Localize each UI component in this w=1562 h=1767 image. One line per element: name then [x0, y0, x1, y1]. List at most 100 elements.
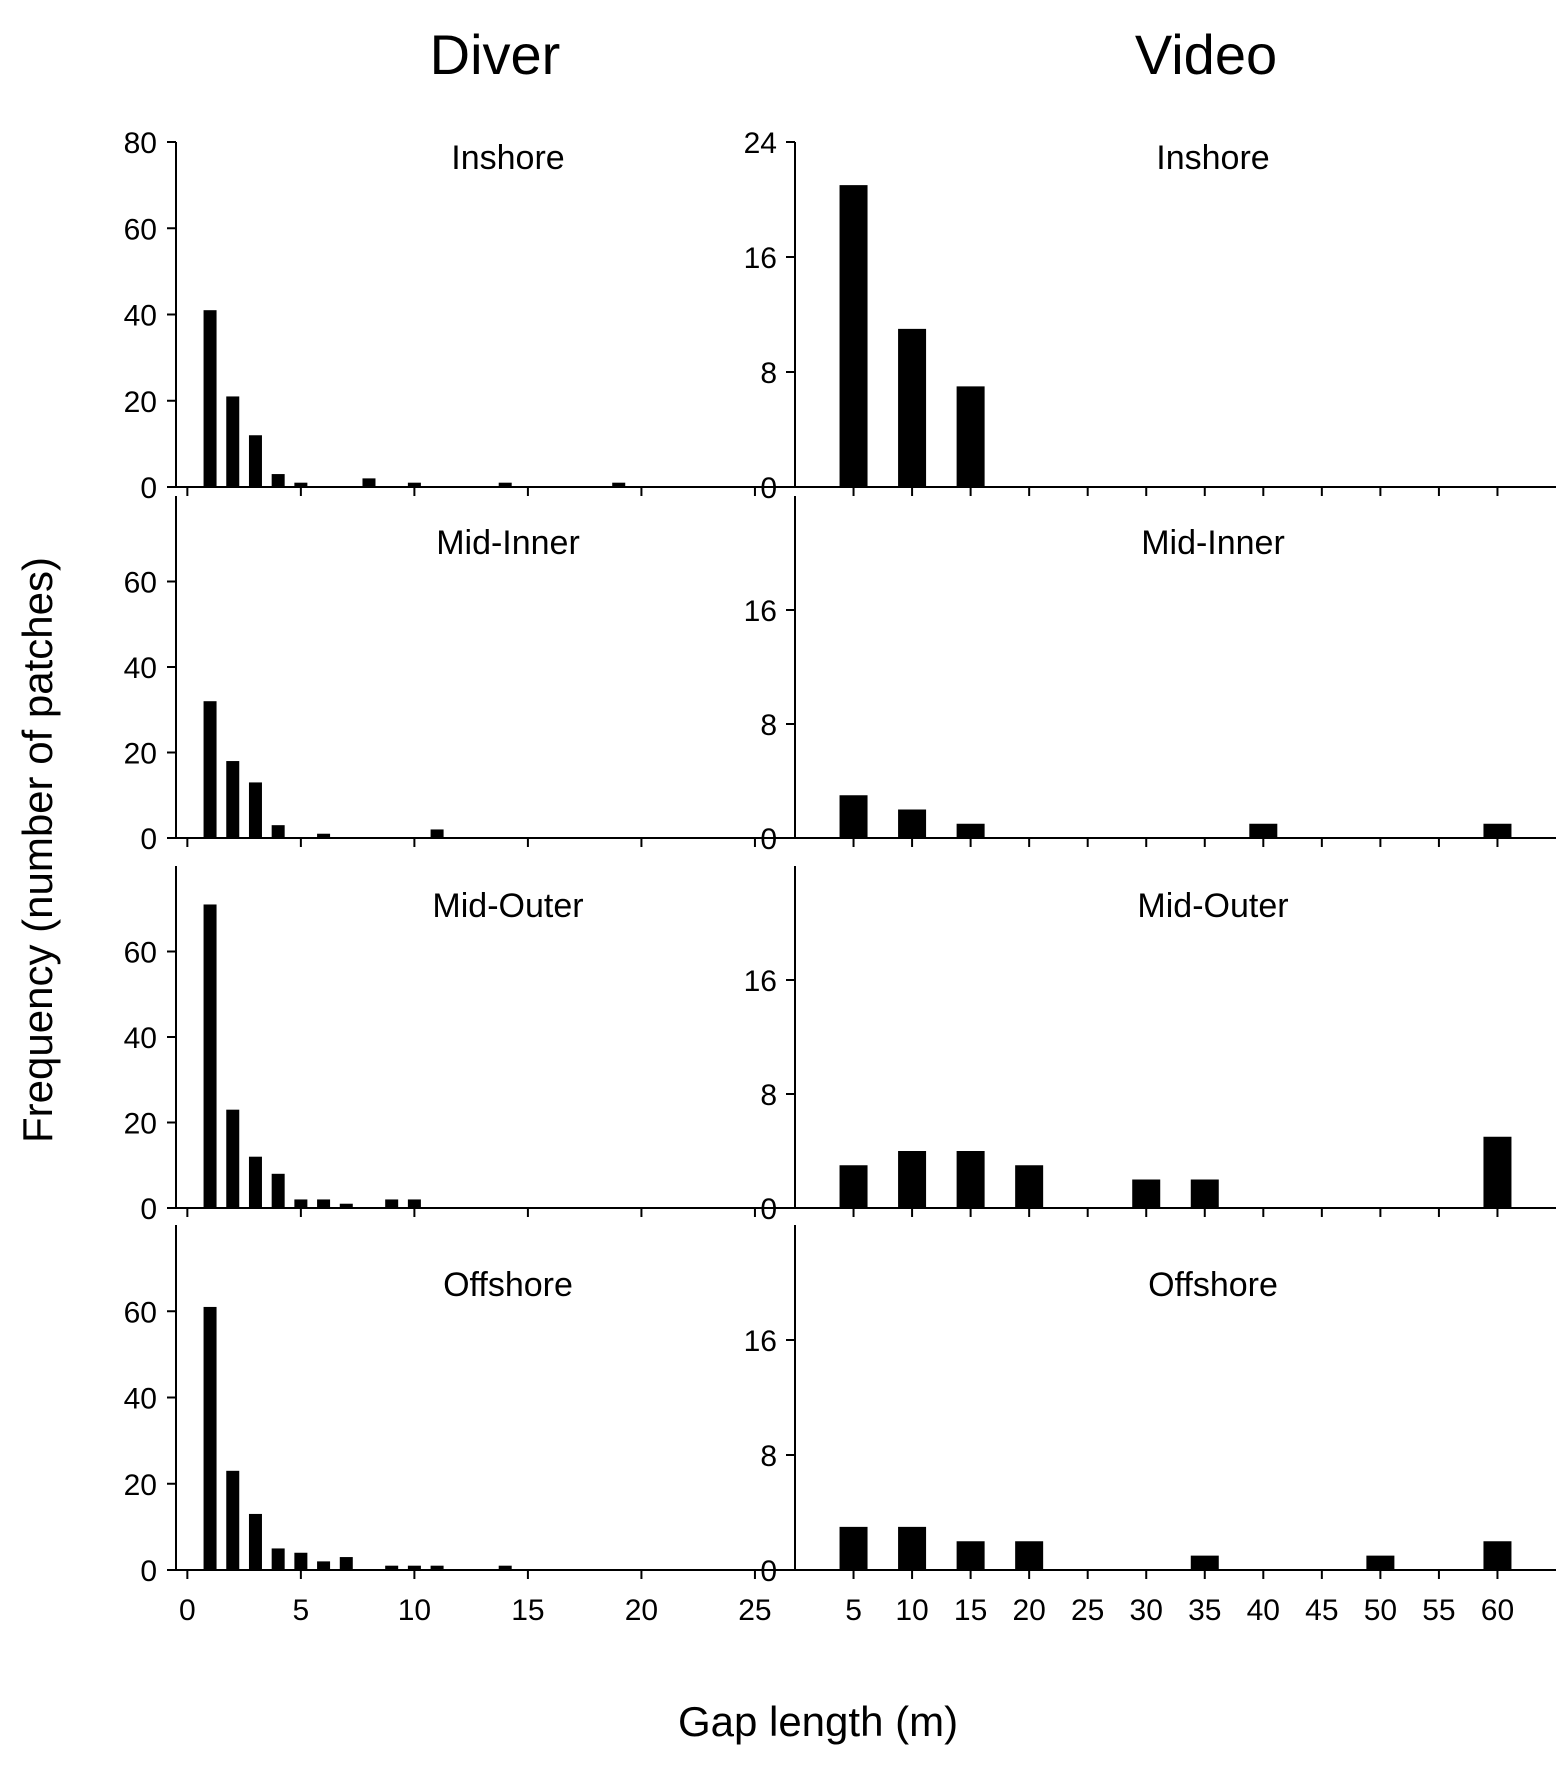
- panel-title: Offshore: [443, 1266, 573, 1304]
- bar-diver-offshore-5: [294, 1552, 308, 1570]
- y-tick-label: 0: [760, 823, 777, 856]
- bar-diver-offshore-2: [226, 1470, 240, 1570]
- bar-diver-mid-outer-6: [317, 1199, 331, 1208]
- y-tick-label: 0: [140, 823, 157, 856]
- y-tick-label: 0: [760, 1555, 777, 1588]
- x-tick-label: 5: [293, 1594, 310, 1627]
- y-tick-label: 40: [124, 1022, 157, 1055]
- panel-diver-mid-inner: 0 20 40 60 Mid-Inner: [124, 496, 789, 856]
- bar-diver-mid-inner-4: [271, 825, 285, 838]
- x-tick-label: 20: [1012, 1594, 1045, 1627]
- panel-video-offshore: 0 8 16 5 10 15 20 25 30 35 40 45 50 55 60 Offshore: [744, 1225, 1556, 1627]
- x-tick-label: 5: [845, 1594, 862, 1627]
- bar-diver-inshore-10: [407, 482, 421, 487]
- bar-diver-inshore-1: [203, 310, 217, 487]
- bar-diver-mid-outer-3: [248, 1156, 262, 1208]
- bar-diver-offshore-1: [203, 1306, 217, 1570]
- bar-video-mid-outer-30: [1132, 1179, 1161, 1208]
- bar-video-mid-outer-20: [1015, 1165, 1044, 1208]
- y-tick-label: 16: [744, 242, 777, 275]
- y-tick-label: 80: [124, 127, 157, 160]
- bar-diver-mid-outer-5: [294, 1199, 308, 1208]
- y-tick-label: 0: [140, 1555, 157, 1588]
- y-tick-label: 40: [124, 300, 157, 333]
- bar-video-offshore-20: [1015, 1541, 1044, 1570]
- y-tick-label: 8: [760, 1440, 777, 1473]
- bar-video-mid-outer-10: [898, 1151, 927, 1208]
- bar-diver-offshore-4: [271, 1548, 285, 1570]
- bar-video-offshore-10: [898, 1526, 927, 1570]
- x-tick-label: 0: [179, 1594, 196, 1627]
- y-tick-label: 20: [124, 1469, 157, 1502]
- bar-diver-inshore-19: [612, 482, 626, 487]
- bar-diver-inshore-5: [294, 482, 308, 487]
- y-axis-label: Frequency (number of patches): [14, 557, 61, 1143]
- x-tick-label: 25: [738, 1594, 771, 1627]
- panel-video-inshore: 0 8 16 24 Inshore: [744, 127, 1556, 505]
- x-tick-label: 20: [625, 1594, 658, 1627]
- bar-video-mid-outer-15: [956, 1151, 985, 1208]
- bar-video-mid-inner-40: [1249, 823, 1278, 838]
- x-tick-label: 55: [1422, 1594, 1455, 1627]
- bar-diver-offshore-6: [317, 1561, 331, 1570]
- x-tick-label: 50: [1364, 1594, 1397, 1627]
- bar-video-offshore-60: [1483, 1541, 1512, 1570]
- y-tick-label: 24: [744, 127, 777, 160]
- y-tick-label: 40: [124, 652, 157, 685]
- y-tick-label: 0: [140, 1193, 157, 1226]
- x-tick-label: 30: [1130, 1594, 1163, 1627]
- bar-video-offshore-50: [1366, 1555, 1395, 1570]
- bar-video-inshore-5: [839, 185, 868, 487]
- bar-video-offshore-15: [956, 1541, 985, 1570]
- bar-video-mid-outer-35: [1190, 1179, 1219, 1208]
- bar-diver-mid-inner-11: [430, 829, 444, 838]
- bar-video-mid-outer-5: [839, 1165, 868, 1208]
- bar-diver-mid-inner-1: [203, 701, 217, 838]
- x-tick-label: 35: [1188, 1594, 1221, 1627]
- y-tick-label: 8: [760, 1079, 777, 1112]
- panel-title: Mid-Inner: [1141, 524, 1285, 562]
- y-tick-label: 40: [124, 1383, 157, 1416]
- bar-diver-mid-outer-7: [339, 1203, 353, 1208]
- panel-diver-offshore: 0 20 40 60 0 5 10 15 20 25 Offshore: [124, 1225, 789, 1627]
- y-tick-label: 16: [744, 965, 777, 998]
- bar-diver-mid-inner-2: [226, 761, 240, 838]
- bar-diver-mid-outer-9: [385, 1199, 399, 1208]
- bar-diver-offshore-10: [407, 1565, 421, 1570]
- bar-diver-offshore-11: [430, 1565, 444, 1570]
- x-tick-label: 15: [954, 1594, 987, 1627]
- bar-diver-offshore-9: [385, 1565, 399, 1570]
- panel-video-mid-inner: 0 8 16 Mid-Inner: [744, 496, 1556, 856]
- panel-title: Mid-Outer: [432, 887, 583, 925]
- column-title-video: Video: [1135, 23, 1277, 86]
- x-tick-label: 40: [1247, 1594, 1280, 1627]
- x-tick-label: 25: [1071, 1594, 1104, 1627]
- panel-title: Mid-Outer: [1137, 887, 1288, 925]
- x-tick-label: 10: [398, 1594, 431, 1627]
- bar-video-inshore-10: [898, 328, 927, 487]
- x-tick-label: 60: [1481, 1594, 1514, 1627]
- y-tick-label: 0: [760, 472, 777, 505]
- bar-diver-offshore-3: [248, 1513, 262, 1570]
- bar-diver-mid-outer-2: [226, 1109, 240, 1208]
- y-tick-label: 60: [124, 1296, 157, 1329]
- y-tick-label: 8: [760, 709, 777, 742]
- y-tick-label: 20: [124, 738, 157, 771]
- panel-diver-mid-outer: 0 20 40 60 Mid-Outer: [124, 866, 789, 1226]
- bar-diver-offshore-7: [339, 1557, 353, 1570]
- bar-diver-mid-outer-1: [203, 904, 217, 1208]
- bar-diver-inshore-4: [271, 474, 285, 487]
- bar-video-mid-inner-15: [956, 823, 985, 838]
- bar-video-offshore-35: [1190, 1555, 1219, 1570]
- x-tick-label: 15: [511, 1594, 544, 1627]
- y-tick-label: 8: [760, 357, 777, 390]
- bar-video-inshore-15: [956, 386, 985, 487]
- bar-video-mid-inner-5: [839, 795, 868, 838]
- bar-diver-inshore-8: [362, 478, 376, 487]
- bar-video-offshore-5: [839, 1526, 868, 1570]
- panel-title: Inshore: [1156, 139, 1269, 177]
- bar-diver-offshore-14: [498, 1565, 512, 1570]
